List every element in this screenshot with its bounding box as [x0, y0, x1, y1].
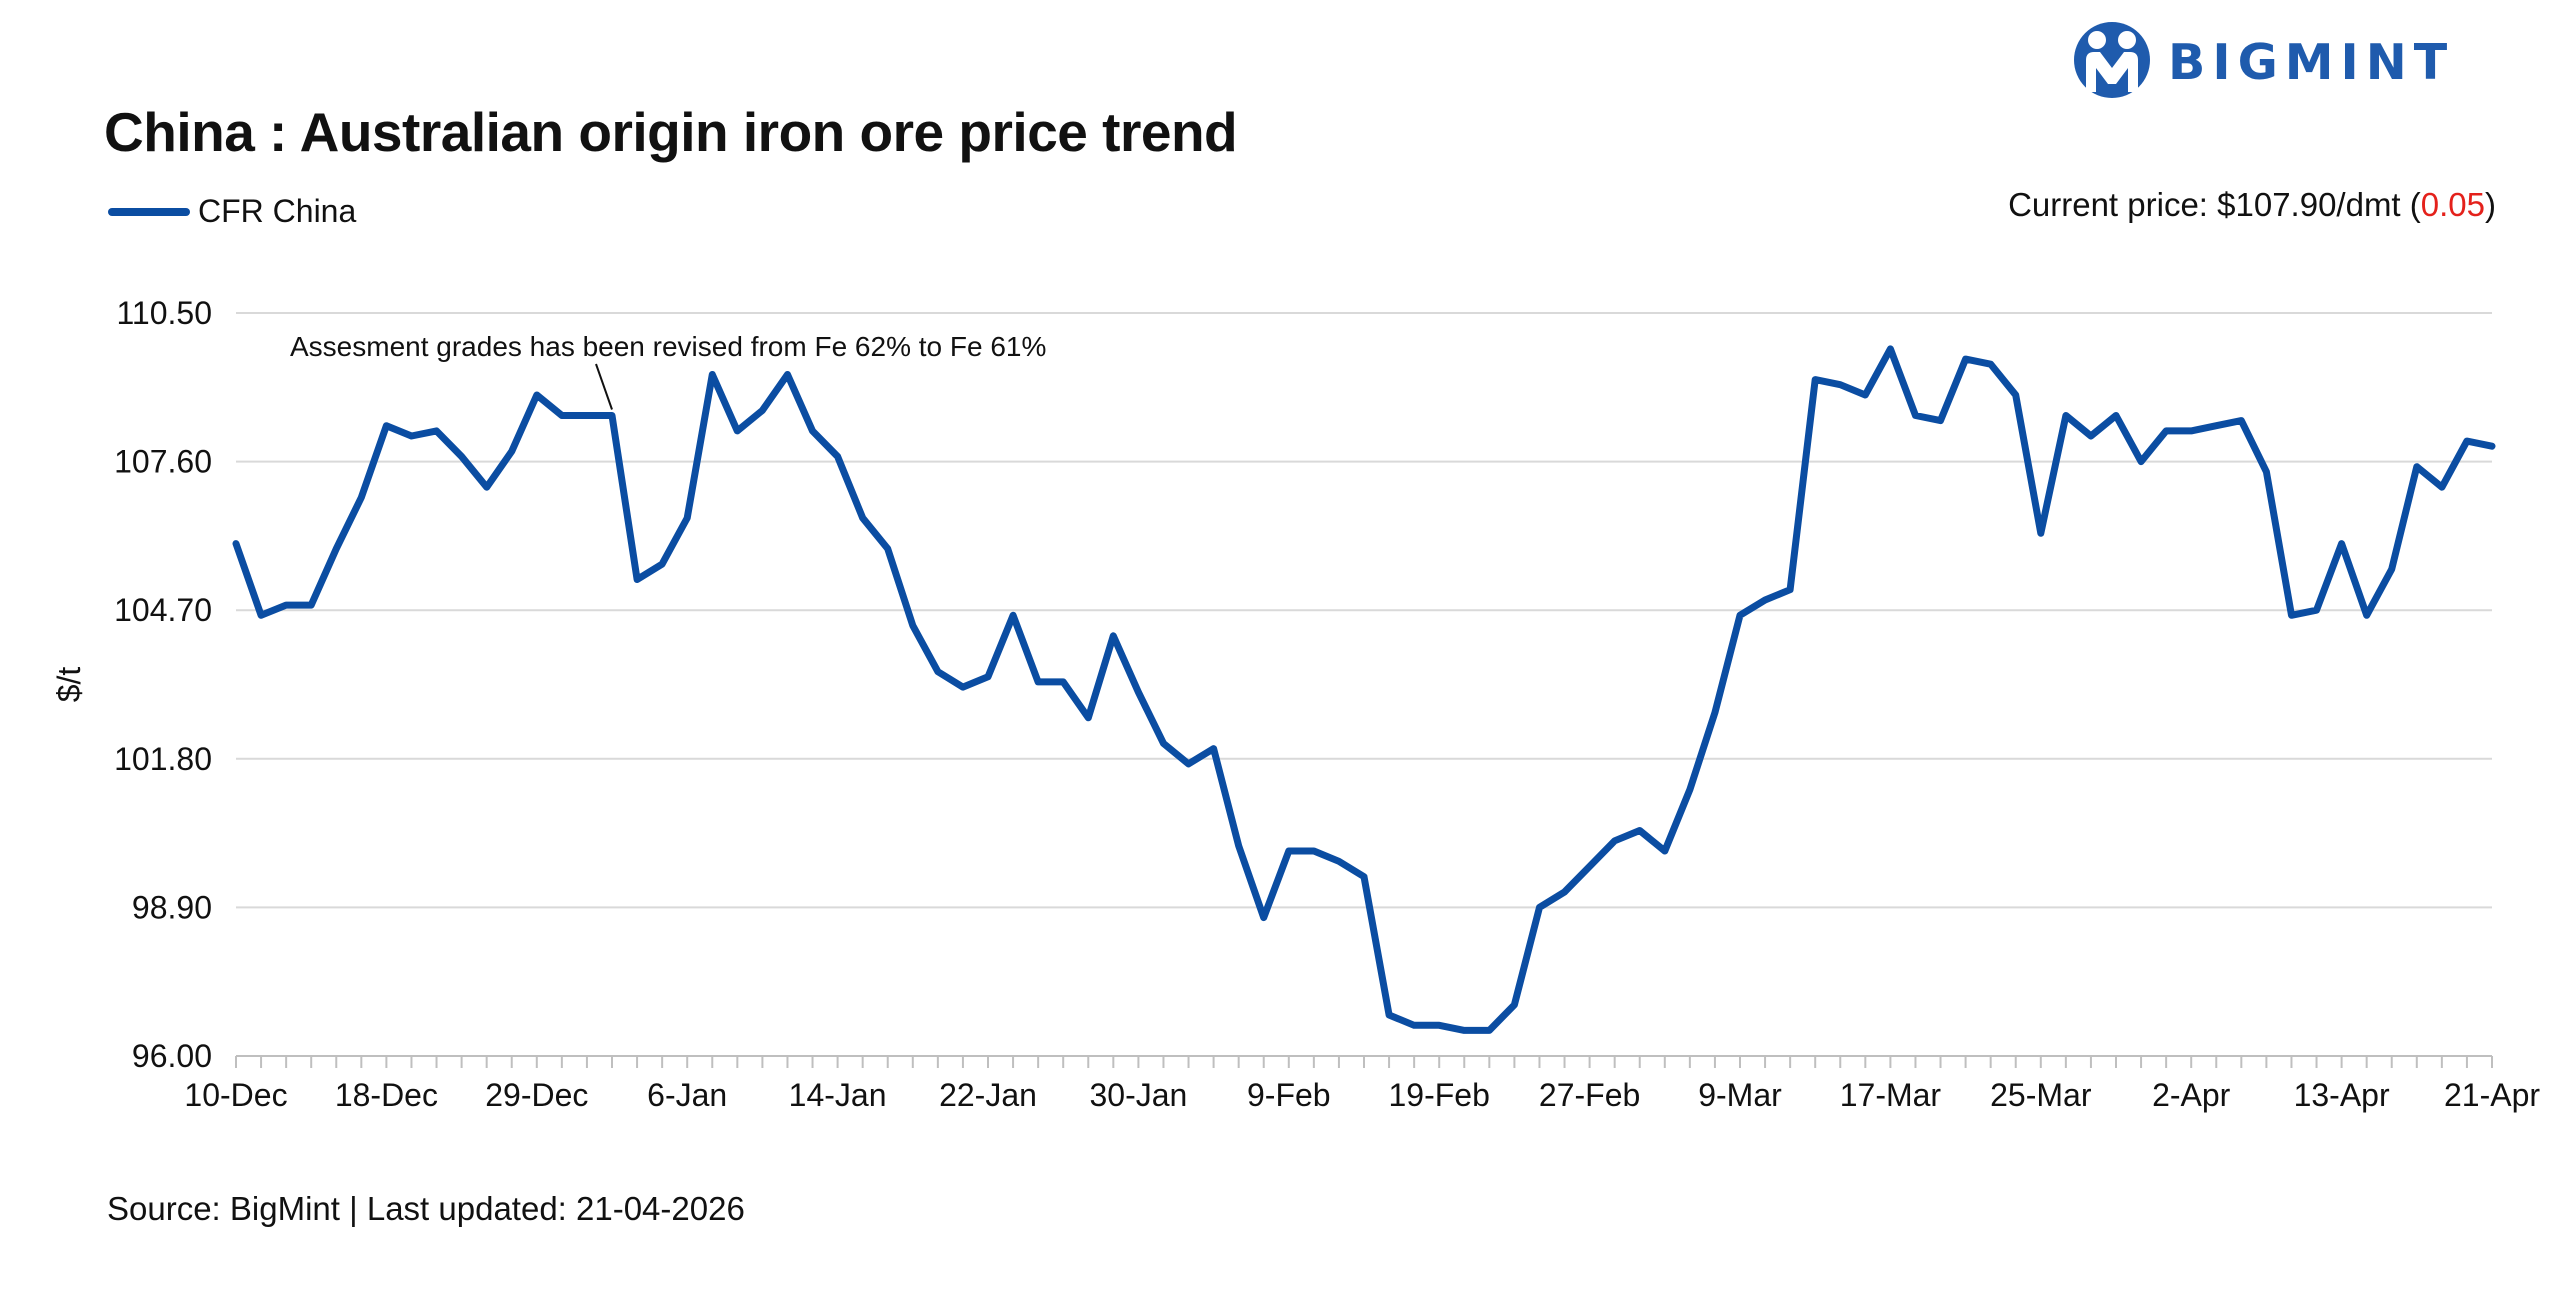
x-tick-label: 13-Apr — [2294, 1077, 2390, 1113]
y-tick-label: 101.80 — [114, 741, 212, 777]
y-tick-label: 98.90 — [132, 889, 212, 925]
x-tick-label: 17-Mar — [1840, 1077, 1942, 1113]
y-tick-label: 96.00 — [132, 1038, 212, 1074]
x-tick-label: 9-Mar — [1698, 1077, 1782, 1113]
series-line-cfr-china — [232, 345, 2496, 1034]
x-tick-label: 14-Jan — [789, 1077, 887, 1113]
annotation-leader — [595, 363, 613, 410]
y-tick-label: 110.50 — [117, 295, 213, 331]
x-axis — [235, 1055, 2493, 1068]
y-tick-label: 104.70 — [114, 592, 212, 628]
x-tick-label: 30-Jan — [1089, 1077, 1187, 1113]
current-price-change: 0.05 — [2420, 186, 2485, 223]
x-tick-label: 27-Feb — [1539, 1077, 1640, 1113]
annotation-text: Assesment grades has been revised from F… — [290, 331, 1046, 362]
bigmint-people-icon — [2074, 22, 2150, 98]
grid-lines — [236, 312, 2492, 909]
legend: CFR China — [108, 193, 356, 230]
x-tick-label: 9-Feb — [1247, 1077, 1331, 1113]
x-tick-label: 21-Apr — [2444, 1077, 2540, 1113]
legend-swatch — [108, 207, 190, 216]
bigmint-logo: BIGMINT — [2074, 22, 2454, 98]
source-note: Source: BigMint | Last updated: 21-04-20… — [107, 1190, 745, 1227]
x-tick-label: 6-Jan — [647, 1077, 727, 1113]
legend-label: CFR China — [198, 193, 357, 229]
current-price-suffix: ) — [2485, 186, 2496, 223]
x-tick-label: 2-Apr — [2152, 1077, 2231, 1113]
logo-text: BIGMINT — [2168, 34, 2454, 91]
y-tick-label: 107.60 — [114, 444, 212, 480]
x-tick-label: 19-Feb — [1389, 1077, 1490, 1113]
chart-title: China : Australian origin iron ore price… — [104, 101, 1238, 163]
annotation: Assesment grades has been revised from F… — [290, 331, 1046, 410]
series-layer — [232, 345, 2496, 1034]
y-axis-ticks: 96.00 98.90 101.80 104.70 107.60 110.50 — [114, 295, 212, 1074]
current-price-prefix: Current price: $107.90/dmt ( — [2008, 186, 2421, 223]
x-tick-label: 22-Jan — [939, 1077, 1037, 1113]
x-axis-ticks: 10-Dec 18-Dec 29-Dec 6-Jan 14-Jan 22-Jan 30-Ja… — [184, 1077, 2540, 1113]
x-tick-label: 25-Mar — [1990, 1077, 2092, 1113]
x-tick-label: 29-Dec — [485, 1077, 588, 1113]
x-tick-label: 18-Dec — [335, 1077, 438, 1113]
x-tick-label: 10-Dec — [184, 1077, 287, 1113]
y-axis-label: $/t — [51, 667, 87, 703]
current-price: Current price: $107.90/dmt (0.05) — [2008, 186, 2496, 224]
